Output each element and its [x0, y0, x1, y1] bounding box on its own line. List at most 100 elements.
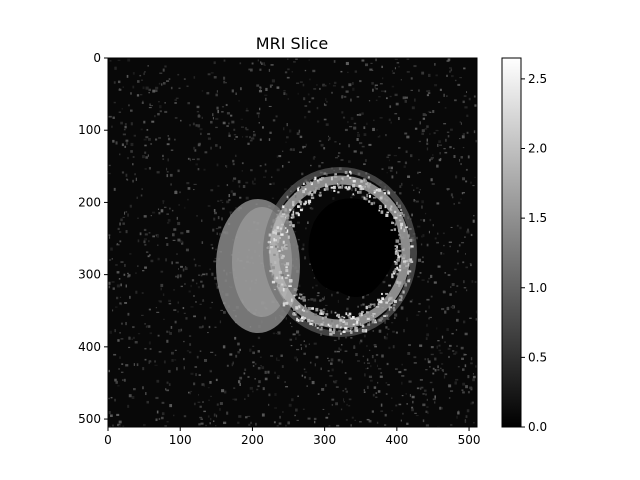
noise-speck [118, 153, 121, 156]
noise-speck [428, 230, 430, 234]
noise-speck [304, 69, 307, 72]
noise-speck [308, 101, 311, 103]
noise-speck [384, 320, 387, 324]
noise-speck [110, 414, 113, 418]
rim-speck [365, 181, 368, 186]
rim-speck [394, 210, 397, 214]
noise-speck [176, 253, 178, 255]
noise-speck [245, 416, 248, 419]
rim-speck [277, 210, 280, 212]
noise-speck [366, 358, 369, 362]
noise-speck [166, 421, 169, 423]
noise-speck [460, 163, 462, 166]
noise-speck [183, 357, 185, 361]
rim-speck [291, 200, 295, 204]
noise-speck [155, 418, 158, 422]
noise-speck [179, 240, 183, 243]
noise-speck [442, 232, 445, 235]
noise-speck [320, 299, 324, 301]
noise-speck [192, 158, 195, 160]
noise-speck [268, 138, 271, 141]
noise-speck [419, 219, 423, 221]
rim-speck [284, 247, 288, 250]
noise-speck [462, 177, 466, 181]
noise-speck [472, 185, 475, 187]
noise-speck [400, 79, 402, 81]
noise-speck [463, 95, 467, 97]
noise-speck [168, 303, 172, 305]
noise-speck [112, 309, 114, 312]
noise-speck [364, 159, 367, 162]
noise-speck [384, 336, 388, 340]
noise-speck [367, 367, 369, 369]
noise-speck [197, 143, 201, 147]
noise-speck [451, 283, 455, 286]
rim-speck [349, 170, 352, 174]
noise-speck [196, 355, 199, 359]
noise-speck [472, 219, 475, 223]
noise-speck [323, 147, 326, 150]
rim-speck [299, 208, 303, 212]
rim-speck [402, 213, 405, 217]
rim-speck [289, 208, 292, 211]
noise-speck [287, 421, 290, 425]
noise-speck [171, 261, 173, 265]
rim-speck [373, 201, 376, 205]
rim-speck [346, 187, 350, 191]
noise-speck [406, 403, 409, 405]
noise-speck [326, 310, 329, 313]
noise-speck [444, 310, 447, 314]
noise-speck [310, 298, 314, 301]
noise-speck [241, 126, 244, 128]
noise-speck [291, 398, 294, 402]
noise-speck [228, 132, 230, 134]
rim-speck [303, 194, 306, 197]
noise-speck [467, 155, 470, 159]
noise-speck [141, 102, 144, 104]
noise-speck [464, 253, 467, 255]
noise-speck [385, 381, 388, 384]
noise-speck [466, 230, 470, 234]
noise-speck [432, 154, 434, 156]
rim-speck [397, 204, 402, 208]
rim-speck [270, 274, 275, 278]
noise-speck [446, 60, 450, 62]
noise-speck [114, 329, 116, 333]
noise-speck [312, 156, 315, 160]
noise-speck [426, 243, 429, 247]
noise-speck [198, 423, 201, 426]
rim-speck [275, 217, 278, 220]
noise-speck [462, 100, 465, 104]
noise-speck [182, 307, 185, 310]
noise-speck [142, 155, 145, 159]
noise-speck [164, 110, 168, 113]
noise-speck [199, 350, 202, 352]
noise-speck [348, 144, 350, 148]
noise-speck [366, 122, 368, 126]
noise-speck [352, 82, 354, 85]
noise-speck [193, 402, 196, 406]
noise-speck [199, 405, 202, 408]
noise-speck [425, 369, 428, 371]
noise-speck [109, 330, 112, 334]
noise-speck [335, 380, 338, 382]
rim-speck [295, 306, 299, 310]
noise-speck [188, 290, 191, 293]
noise-speck [132, 326, 135, 329]
rim-speck [281, 247, 284, 251]
noise-speck [142, 386, 144, 390]
noise-speck [221, 389, 225, 393]
noise-speck [204, 151, 208, 154]
noise-speck [361, 145, 365, 148]
noise-speck [432, 398, 436, 401]
noise-speck [371, 69, 374, 71]
noise-speck [143, 138, 147, 141]
noise-speck [180, 241, 184, 245]
noise-speck [305, 143, 307, 147]
noise-speck [384, 424, 387, 426]
noise-speck [418, 302, 421, 305]
noise-speck [148, 232, 151, 234]
noise-speck [221, 111, 224, 113]
noise-speck [316, 106, 319, 110]
noise-speck [401, 381, 403, 385]
